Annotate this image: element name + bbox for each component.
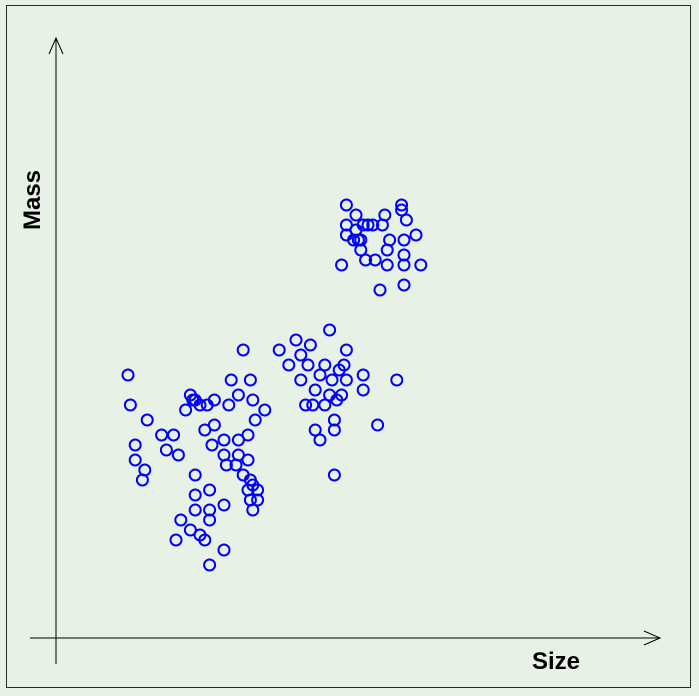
data-point (217, 498, 231, 512)
x-axis-label: Size (532, 648, 580, 675)
x-axis-arrowhead (643, 630, 662, 646)
data-point (339, 198, 353, 212)
data-point (356, 218, 370, 232)
data-point (138, 463, 152, 477)
data-point (203, 558, 217, 572)
data-point (313, 433, 327, 447)
data-point (373, 283, 387, 297)
data-point (414, 258, 428, 272)
data-point (395, 203, 409, 217)
data-point (397, 233, 411, 247)
data-point (409, 228, 423, 242)
data-point (251, 483, 265, 497)
data-point (159, 443, 173, 457)
data-point (193, 398, 207, 412)
data-point (308, 383, 322, 397)
data-point (380, 258, 394, 272)
data-point (231, 448, 245, 462)
data-point (356, 368, 370, 382)
data-point (339, 373, 353, 387)
data-point (335, 388, 349, 402)
data-point (128, 453, 142, 467)
data-point (188, 488, 202, 502)
data-point (349, 208, 363, 222)
data-point (371, 418, 385, 432)
data-point (248, 413, 262, 427)
data-point (308, 423, 322, 437)
data-point (318, 358, 332, 372)
data-point (301, 358, 315, 372)
data-point (198, 533, 212, 547)
data-point (306, 398, 320, 412)
data-point (383, 233, 397, 247)
data-points (121, 198, 428, 572)
data-point (299, 398, 313, 412)
data-point (395, 198, 409, 212)
data-point (179, 403, 193, 417)
data-point (397, 278, 411, 292)
data-point (174, 513, 188, 527)
data-point (188, 503, 202, 517)
data-point (246, 393, 260, 407)
data-point (224, 373, 238, 387)
data-point (289, 333, 303, 347)
y-axis-label: Mass (19, 170, 46, 230)
data-point (294, 373, 308, 387)
data-point (121, 368, 135, 382)
data-point (155, 428, 169, 442)
data-point (339, 343, 353, 357)
data-point (246, 503, 260, 517)
data-point (327, 413, 341, 427)
data-point (217, 543, 231, 557)
data-point (361, 218, 375, 232)
data-point (323, 323, 337, 337)
data-point (318, 398, 332, 412)
data-point (397, 258, 411, 272)
data-point (205, 438, 219, 452)
data-point (217, 433, 231, 447)
data-point (325, 373, 339, 387)
data-point (378, 208, 392, 222)
data-point (243, 473, 257, 487)
data-point (282, 358, 296, 372)
data-point (399, 213, 413, 227)
data-point (354, 243, 368, 257)
data-point (231, 433, 245, 447)
data-point (335, 258, 349, 272)
data-point (236, 343, 250, 357)
data-point (313, 368, 327, 382)
data-point (359, 253, 373, 267)
data-point (183, 523, 197, 537)
data-point (171, 448, 185, 462)
data-point (339, 228, 353, 242)
data-point (207, 393, 221, 407)
data-point (128, 438, 142, 452)
y-axis-arrowhead (48, 36, 64, 55)
data-point (167, 428, 181, 442)
data-point (203, 483, 217, 497)
data-point (207, 418, 221, 432)
data-point (219, 458, 233, 472)
data-point (203, 513, 217, 527)
data-point (272, 343, 286, 357)
data-point (123, 398, 137, 412)
data-point (366, 218, 380, 232)
data-point (188, 468, 202, 482)
data-point (231, 388, 245, 402)
data-point (294, 348, 308, 362)
data-point (243, 373, 257, 387)
data-point (222, 398, 236, 412)
axes (30, 36, 662, 664)
data-point (258, 403, 272, 417)
data-point (140, 413, 154, 427)
data-point (169, 533, 183, 547)
plot-frame (6, 5, 691, 688)
data-point (303, 338, 317, 352)
data-point (337, 358, 351, 372)
data-point (356, 383, 370, 397)
data-point (390, 373, 404, 387)
data-point (368, 253, 382, 267)
data-point (327, 468, 341, 482)
